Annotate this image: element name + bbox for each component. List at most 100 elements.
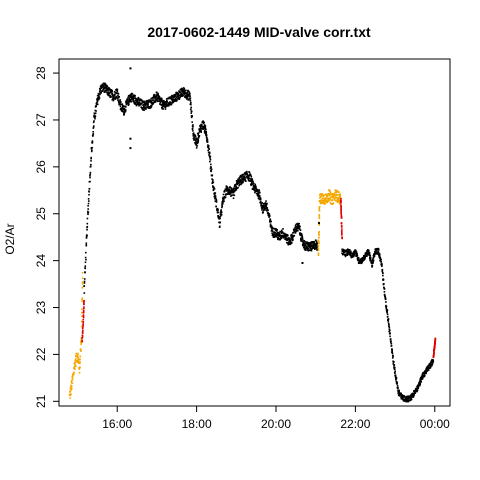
data-point — [70, 380, 73, 383]
data-point — [214, 195, 217, 197]
data-point — [181, 87, 183, 90]
data-point — [165, 98, 168, 100]
data-point — [89, 180, 91, 183]
data-point — [423, 372, 426, 374]
data-point — [127, 99, 129, 102]
data-point — [179, 96, 181, 98]
data-point — [117, 100, 120, 102]
data-point — [340, 204, 342, 206]
data-point — [218, 221, 220, 224]
data-point — [394, 374, 397, 377]
y-tick-label: 24 — [34, 254, 48, 268]
data-point — [430, 363, 432, 366]
data-point — [85, 237, 88, 239]
data-point — [309, 245, 312, 248]
data-point — [254, 186, 256, 188]
data-point — [212, 189, 215, 192]
data-point — [200, 130, 202, 132]
data-point — [158, 98, 160, 101]
data-point — [73, 367, 76, 369]
data-point — [271, 229, 273, 231]
data-point — [369, 259, 372, 261]
data-point — [157, 94, 159, 96]
data-point — [127, 104, 130, 106]
data-point — [389, 335, 391, 338]
data-point — [429, 366, 432, 369]
data-point — [417, 386, 420, 389]
data-point — [280, 232, 283, 235]
plot-area — [68, 67, 437, 403]
data-point — [70, 388, 73, 391]
data-point — [86, 234, 88, 237]
data-point — [272, 227, 274, 230]
data-point — [338, 201, 341, 203]
data-point — [341, 232, 343, 234]
data-point — [318, 200, 321, 202]
data-point — [147, 105, 149, 108]
data-point — [111, 94, 114, 96]
data-point — [191, 115, 193, 117]
data-point — [171, 98, 173, 100]
data-point — [263, 207, 266, 209]
data-point — [371, 258, 374, 261]
data-point — [343, 253, 345, 256]
data-point — [150, 105, 153, 108]
data-point — [334, 199, 336, 201]
data-point — [372, 260, 374, 263]
data-point — [268, 213, 271, 215]
data-point — [421, 373, 424, 376]
data-point — [316, 249, 319, 251]
data-point — [247, 179, 250, 182]
data-point — [205, 134, 208, 136]
data-point — [192, 125, 194, 128]
data-point — [150, 104, 152, 107]
data-point — [300, 232, 303, 235]
data-point — [420, 375, 423, 377]
data-point — [371, 266, 373, 268]
data-point — [74, 368, 76, 370]
data-point — [98, 98, 100, 101]
data-point — [340, 211, 342, 214]
data-point — [228, 193, 231, 196]
data-point — [72, 373, 75, 375]
series-transition-4 — [339, 197, 344, 240]
data-point — [145, 108, 147, 110]
data-point — [340, 222, 343, 224]
data-point — [274, 232, 277, 234]
data-point — [295, 225, 297, 228]
data-point — [154, 100, 157, 103]
data-point — [106, 89, 108, 92]
data-point — [307, 247, 309, 250]
data-point — [302, 246, 305, 249]
data-point — [177, 96, 180, 98]
data-point — [273, 231, 276, 233]
data-point — [152, 102, 155, 104]
data-point — [235, 187, 237, 190]
data-point — [406, 400, 409, 403]
data-point — [81, 271, 84, 274]
data-point — [75, 365, 77, 367]
data-point — [330, 203, 333, 205]
data-point — [294, 224, 297, 226]
data-point — [250, 175, 253, 178]
data-point — [79, 361, 81, 363]
data-point — [122, 111, 125, 113]
data-point — [394, 375, 397, 378]
data-point — [82, 318, 84, 321]
data-point — [242, 181, 244, 184]
data-point — [120, 101, 122, 103]
data-point — [257, 193, 260, 195]
data-point — [434, 338, 437, 341]
data-point — [369, 257, 372, 259]
data-point — [227, 190, 230, 193]
data-point — [101, 83, 104, 86]
data-point — [335, 189, 338, 192]
data-point — [81, 336, 84, 339]
data-point — [79, 355, 82, 358]
data-point — [186, 91, 189, 94]
data-point — [246, 173, 249, 176]
data-point — [304, 244, 307, 246]
data-point — [209, 156, 211, 159]
data-point — [379, 257, 382, 260]
data-point — [390, 341, 392, 344]
